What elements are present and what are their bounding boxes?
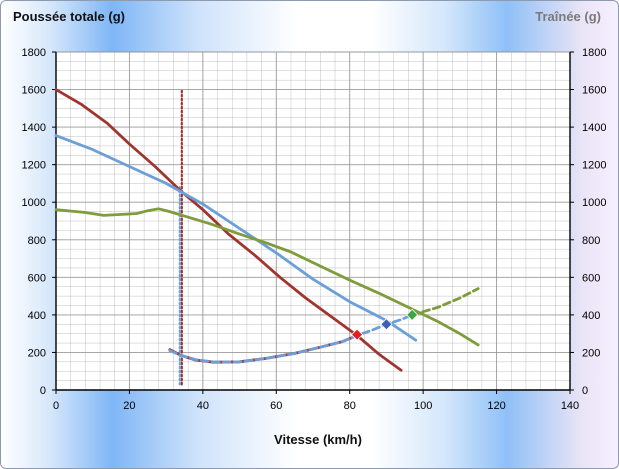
axes — [52, 51, 574, 394]
y2-tick-label: 1200 — [582, 160, 606, 172]
y-tick-label: 0 — [40, 385, 46, 397]
x-tick-label: 0 — [53, 400, 59, 412]
y2-tick-label: 800 — [582, 235, 600, 247]
diamond-marker — [380, 318, 393, 331]
x-axis-title: Vitesse (km/h) — [274, 432, 362, 447]
y-tick-label: 200 — [28, 347, 46, 359]
tick-labels: 0 20 40 60 80 100 120 1400200400600800100012001… — [22, 47, 607, 412]
y-tick-label: 1200 — [22, 160, 46, 172]
left-axis-title: Poussée totale (g) — [13, 9, 125, 24]
y2-tick-label: 1000 — [582, 197, 606, 209]
x-tick-label: 120 — [487, 400, 505, 412]
y2-tick-label: 400 — [582, 310, 600, 322]
y2-tick-label: 1400 — [582, 122, 606, 134]
diamond-marker — [350, 328, 364, 341]
y2-tick-label: 1600 — [582, 85, 606, 97]
y2-tick-label: 1800 — [582, 47, 606, 59]
y-tick-label: 1800 — [22, 47, 46, 59]
y-tick-label: 800 — [28, 235, 46, 247]
y-tick-label: 1600 — [22, 85, 46, 97]
y-tick-label: 1000 — [22, 197, 46, 209]
x-tick-label: 20 — [123, 400, 135, 412]
x-tick-label: 60 — [270, 400, 282, 412]
x-tick-label: 40 — [197, 400, 209, 412]
y2-tick-label: 200 — [582, 347, 600, 359]
series-line-green — [410, 287, 480, 317]
x-tick-label: 140 — [561, 400, 579, 412]
series-line-blue — [54, 134, 418, 342]
y2-tick-label: 600 — [582, 272, 600, 284]
diamond-marker — [406, 308, 419, 321]
y2-tick-label: 0 — [582, 385, 588, 397]
series-line-red — [54, 88, 403, 372]
right-axis-title: Traînée (g) — [535, 9, 601, 24]
x-tick-label: 80 — [344, 400, 356, 412]
x-tick-label: 100 — [414, 400, 432, 412]
y-tick-label: 1400 — [22, 122, 46, 134]
y-tick-label: 600 — [28, 272, 46, 284]
markers-group — [350, 308, 419, 341]
series-line-green — [54, 207, 480, 347]
y-tick-label: 400 — [28, 310, 46, 322]
